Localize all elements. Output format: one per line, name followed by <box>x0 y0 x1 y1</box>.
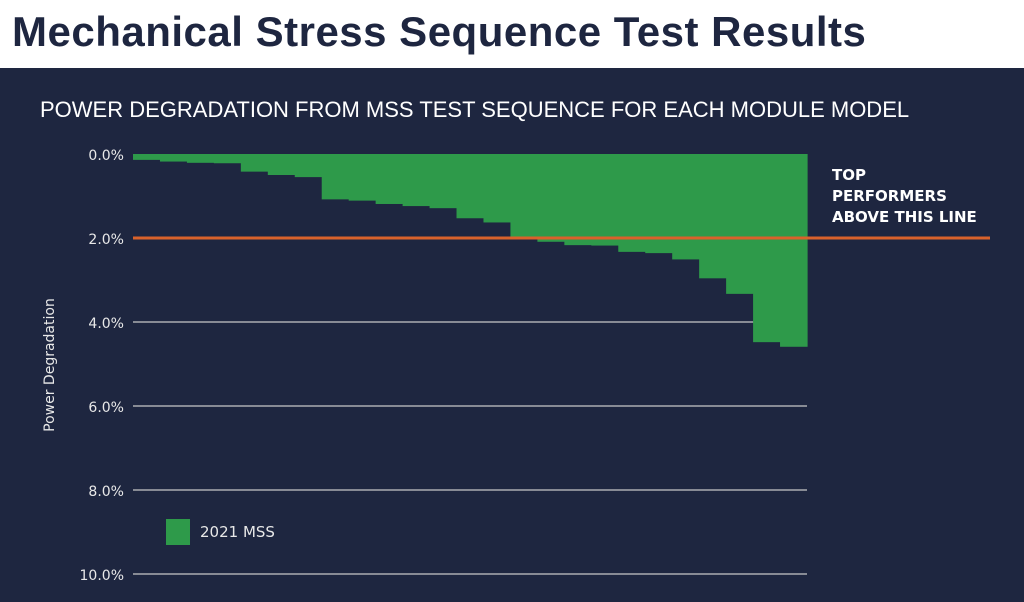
y-tick-label: 8.0% <box>88 484 124 500</box>
y-tick-label: 0.0% <box>88 148 124 164</box>
header: Mechanical Stress Sequence Test Results <box>0 0 1024 68</box>
bar <box>564 154 592 246</box>
bar <box>294 154 323 178</box>
page-title: Mechanical Stress Sequence Test Results <box>12 8 867 55</box>
chart-title: POWER DEGRADATION FROM MSS TEST SEQUENCE… <box>40 97 910 122</box>
bar <box>456 154 485 219</box>
bar <box>537 154 565 242</box>
legend-swatch <box>166 519 190 545</box>
bar <box>510 154 538 238</box>
bar <box>618 154 646 252</box>
bar <box>483 154 512 223</box>
bar <box>699 154 727 279</box>
bar <box>402 154 431 207</box>
threshold-annotation: TOP PERFORMERS ABOVE THIS LINE <box>832 166 977 226</box>
bar <box>753 154 781 343</box>
y-tick-label: 6.0% <box>88 400 124 416</box>
y-tick-label: 4.0% <box>88 316 124 332</box>
bar <box>780 154 808 347</box>
bar <box>159 154 188 162</box>
y-tick-label: 10.0% <box>80 568 124 584</box>
bar <box>267 154 296 175</box>
y-tick-label: 2.0% <box>88 232 124 248</box>
bar <box>213 154 242 164</box>
legend: 2021 MSS <box>166 519 275 545</box>
bar <box>348 154 377 201</box>
bar <box>726 154 754 294</box>
bar <box>321 154 350 200</box>
y-axis-label: Power Degradation <box>42 298 58 432</box>
bar <box>591 154 619 246</box>
bar <box>133 154 161 160</box>
bar <box>429 154 458 209</box>
bar <box>375 154 404 204</box>
legend-label: 2021 MSS <box>200 523 275 541</box>
bar <box>672 154 700 260</box>
bar <box>186 154 215 163</box>
bar <box>240 154 269 172</box>
